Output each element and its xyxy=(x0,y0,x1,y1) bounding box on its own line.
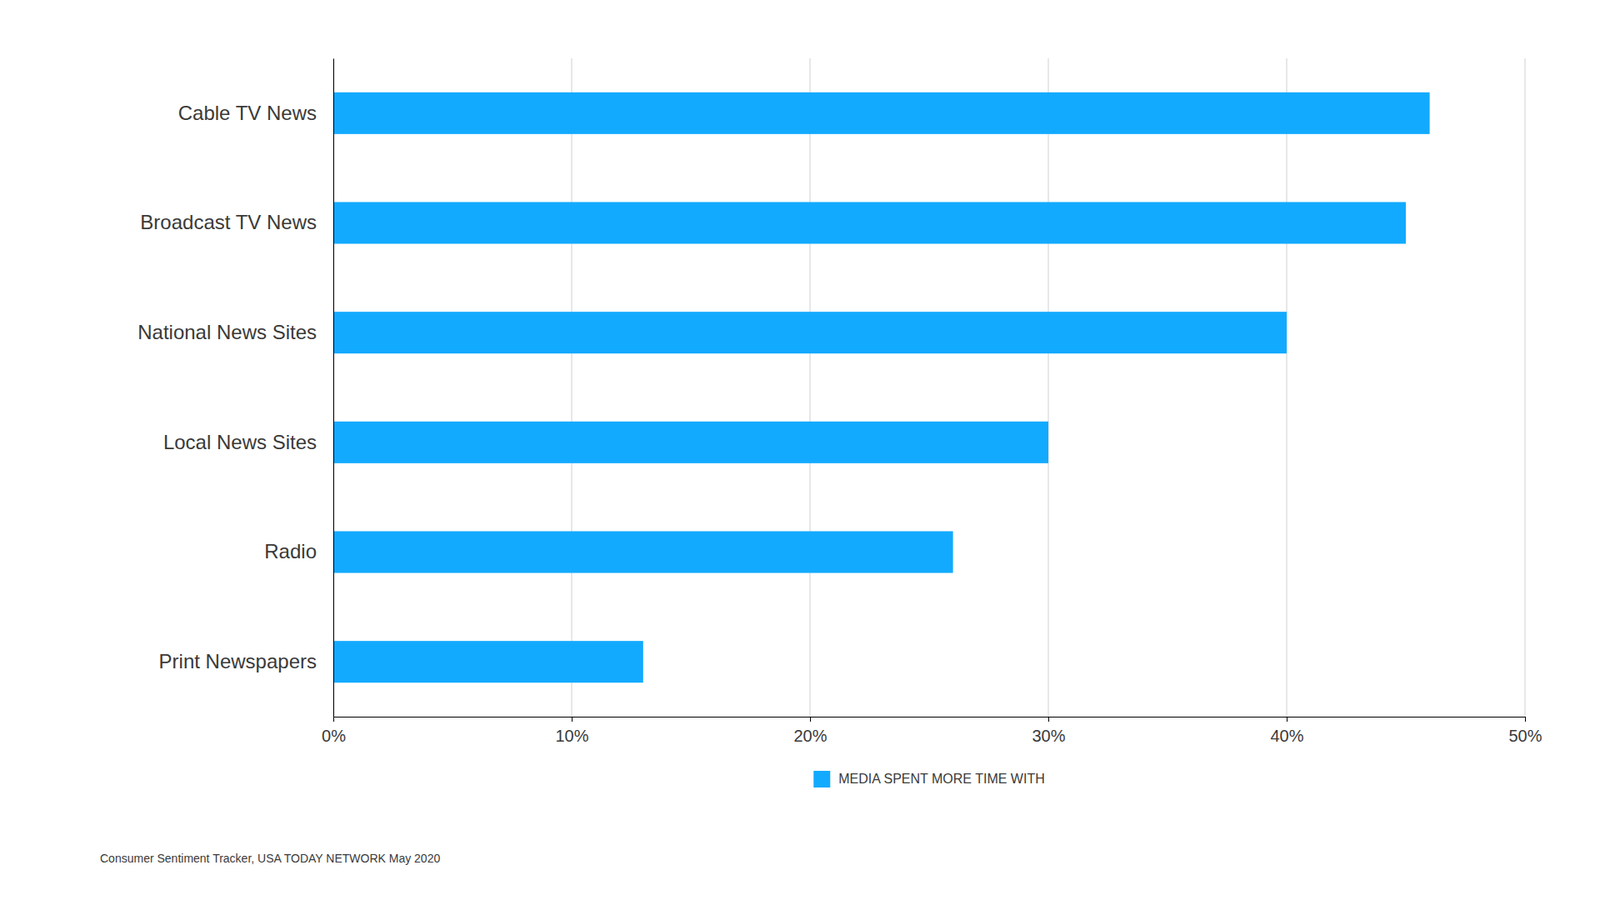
annotation: Consumer Sentiment Tracker, USA TODAY NE… xyxy=(100,851,440,865)
x-tick: 0% xyxy=(321,716,346,745)
x-tick-label: 0% xyxy=(321,726,346,745)
grid-line xyxy=(1525,58,1526,717)
x-tick-label: 50% xyxy=(1508,726,1542,745)
legend-label: MEDIA SPENT MORE TIME WITH xyxy=(838,771,1045,786)
y-tick-label: Print Newspapers xyxy=(159,650,317,673)
legend-item: MEDIA SPENT MORE TIME WITH xyxy=(813,770,1045,788)
x-tick: 40% xyxy=(1270,716,1304,745)
y-tick-label: National News Sites xyxy=(137,320,317,344)
y-tick: Radio xyxy=(264,540,317,563)
grid-line xyxy=(810,58,811,717)
grid xyxy=(333,58,1525,717)
x-tick-mark xyxy=(1048,716,1050,722)
bar xyxy=(333,421,1049,464)
y-tick: Broadcast TV News xyxy=(140,210,317,234)
y-tick-label: Broadcast TV News xyxy=(140,210,317,234)
x-tick-mark xyxy=(1286,716,1288,722)
y-tick-label: Radio xyxy=(264,540,317,563)
x-tick: 10% xyxy=(555,716,589,745)
y-tick: National News Sites xyxy=(137,320,317,344)
y-tick-label: Local News Sites xyxy=(163,430,317,454)
grid-line xyxy=(333,58,335,717)
legend: MEDIA SPENT MORE TIME WITH xyxy=(813,770,1045,788)
bar xyxy=(333,201,1406,244)
y-axis-line xyxy=(333,59,335,718)
bar xyxy=(333,311,1287,354)
bar xyxy=(333,640,644,683)
y-tick: Cable TV News xyxy=(178,101,317,125)
x-tick: 50% xyxy=(1508,716,1542,745)
x-tick-mark xyxy=(810,716,811,722)
grid-line xyxy=(571,58,573,717)
x-tick-label: 40% xyxy=(1270,726,1304,745)
x-axis-line xyxy=(334,717,1526,723)
x-tick: 20% xyxy=(793,716,827,745)
grid-line xyxy=(1286,58,1288,717)
chart-svg: 0% 10% 20% 30% 40% 50% Cable TV News Broadcast … xyxy=(0,0,1600,900)
grid-line xyxy=(1048,58,1050,717)
bar xyxy=(333,530,954,573)
y-axis: Cable TV News Broadcast TV News National N… xyxy=(137,59,334,718)
x-tick-mark xyxy=(571,716,573,722)
x-tick-mark xyxy=(333,716,335,722)
x-tick: 30% xyxy=(1031,716,1065,745)
y-tick: Print Newspapers xyxy=(159,650,317,673)
legend-swatch xyxy=(813,770,830,788)
y-tick-label: Cable TV News xyxy=(178,101,317,125)
y-tick: Local News Sites xyxy=(163,430,317,454)
x-tick-label: 10% xyxy=(555,726,589,745)
x-tick-label: 20% xyxy=(793,726,827,745)
x-axis: 0% 10% 20% 30% 40% 50% xyxy=(321,716,1543,745)
bars xyxy=(333,92,1430,683)
x-tick-mark xyxy=(1525,716,1526,722)
bar xyxy=(333,92,1430,135)
x-tick-label: 30% xyxy=(1031,726,1065,745)
